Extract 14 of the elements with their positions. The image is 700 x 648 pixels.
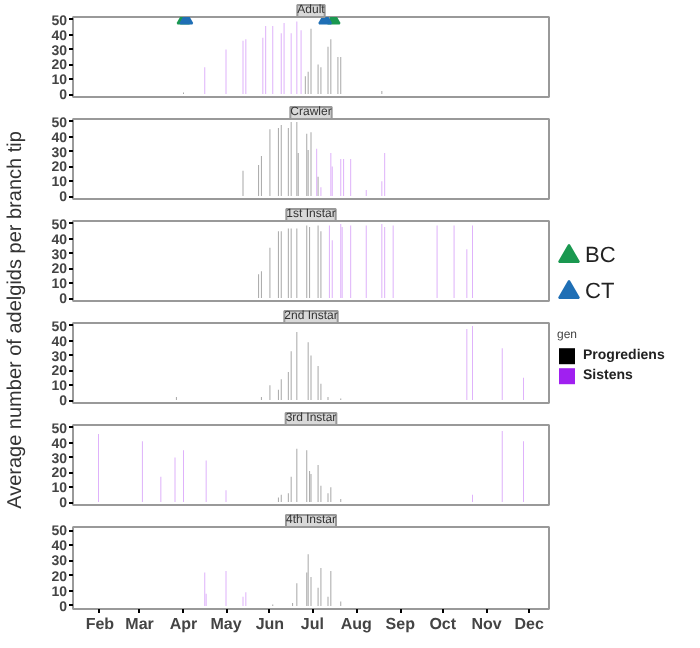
x-tick-label: Apr <box>169 615 198 633</box>
x-tick-label: Sep <box>385 615 416 633</box>
x-tick-label: Nov <box>471 615 503 633</box>
legend-label: BC <box>585 244 616 269</box>
x-tick-label: Feb <box>85 615 115 633</box>
x-tick-label: Dec <box>514 615 545 633</box>
x-tick-label: Mar <box>125 615 154 633</box>
legend-label: CT <box>585 280 615 305</box>
y-axis-title: Average number of adelgids per branch tip <box>5 130 28 509</box>
x-tick-label: Aug <box>340 615 373 633</box>
x-tick-label: Jul <box>300 615 324 633</box>
x-tick-label: May <box>210 615 243 633</box>
x-tick-label: Oct <box>429 615 457 633</box>
x-tick-label: Jun <box>255 615 285 633</box>
